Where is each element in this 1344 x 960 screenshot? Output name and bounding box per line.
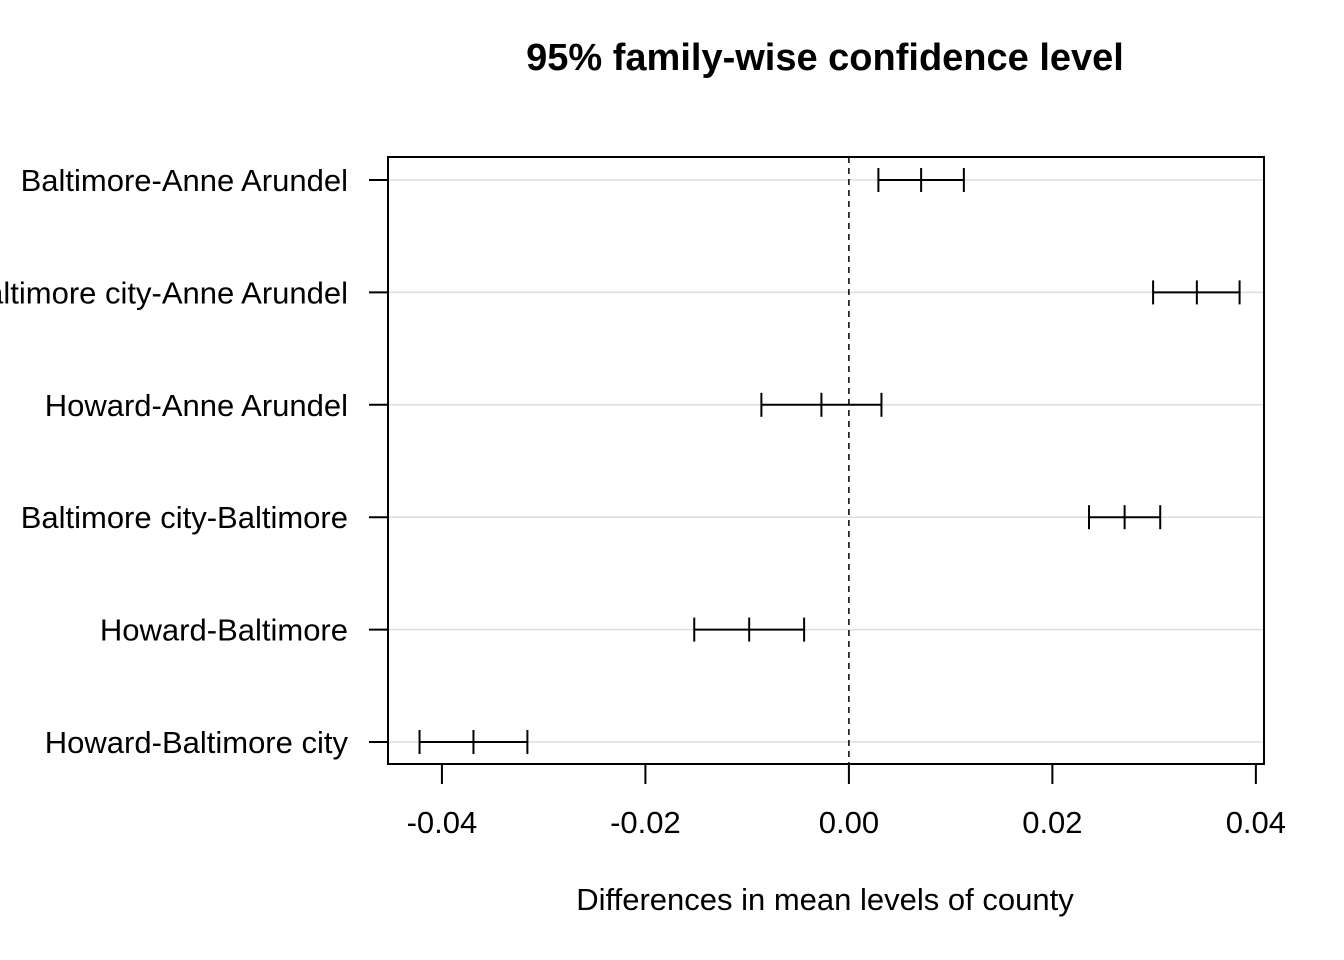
- y-tick-label: Baltimore city-Anne Arundel: [0, 275, 348, 310]
- x-tick-label: 0.02: [1022, 805, 1082, 840]
- confidence-interval: [418, 730, 529, 754]
- x-axis: -0.04 -0.02 0.00 0.02 0.04: [407, 764, 1286, 840]
- x-tick-label: 0.00: [819, 805, 879, 840]
- gridlines: [388, 179, 1264, 743]
- x-axis-label: Differences in mean levels of county: [576, 882, 1074, 917]
- confidence-intervals: [418, 168, 1241, 754]
- confidence-interval: [693, 617, 806, 642]
- y-axis: Baltimore-Anne Arundel Baltimore city-Ann…: [0, 163, 388, 760]
- x-tick-label: -0.04: [407, 805, 478, 840]
- y-tick-label: Howard-Anne Arundel: [45, 388, 348, 423]
- x-tick-label: 0.04: [1226, 805, 1286, 840]
- x-tick-label: -0.02: [610, 805, 681, 840]
- y-tick-label: Baltimore-Anne Arundel: [21, 163, 348, 198]
- plot-frame: [387, 156, 1265, 765]
- y-tick-label: Baltimore city-Baltimore: [21, 500, 348, 535]
- y-tick-label: Howard-Baltimore city: [45, 725, 349, 760]
- y-tick-label: Howard-Baltimore: [100, 613, 348, 648]
- confidence-interval: [1088, 505, 1162, 530]
- confidence-interval: [877, 168, 965, 192]
- confidence-interval: [1152, 280, 1241, 305]
- confidence-interval: [760, 392, 883, 417]
- chart-title: 95% family-wise confidence level: [526, 37, 1124, 79]
